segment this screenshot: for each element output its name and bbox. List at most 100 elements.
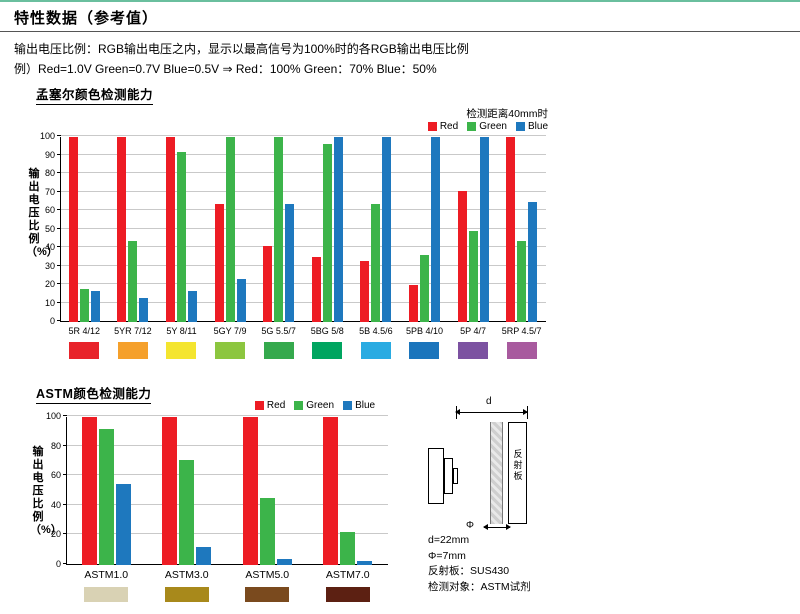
bar-green xyxy=(371,203,381,322)
chart-group: 5YR 7/12 xyxy=(109,137,158,359)
legend-color-square-icon xyxy=(254,401,264,410)
bar-cluster xyxy=(165,137,198,322)
bar-green xyxy=(322,144,332,322)
chart-group: 5GY 7/9 xyxy=(206,137,255,359)
section-heading-astm: ASTM颜色检测能力 xyxy=(36,383,152,404)
chart-group: ASTM3.0 xyxy=(147,417,228,602)
bar-blue xyxy=(196,547,212,565)
bar-groups: 5R 4/12 5YR 7/12 5Y 8/11 5GY 7/9 5G 5.5/7 5BG… xyxy=(60,137,546,359)
gridline xyxy=(61,190,546,192)
chart-group: ASTM7.0 xyxy=(308,417,389,602)
chart-group: 5B 4.5/6 xyxy=(352,137,401,359)
gridline xyxy=(61,172,546,173)
bar-green xyxy=(340,532,356,565)
y-axis-tick-label: 40 xyxy=(50,499,61,510)
y-axis-tick xyxy=(57,246,61,247)
note-target: 检测对象：ASTM试剂 xyxy=(428,580,531,593)
diameter-dimension-label: Φ xyxy=(466,520,474,531)
bar-red xyxy=(81,417,97,565)
x-axis-label: 5PB 4/10 xyxy=(405,326,443,336)
bar-blue xyxy=(236,279,246,322)
legend-color-square-icon xyxy=(294,401,304,410)
bar-green xyxy=(179,459,195,565)
munsell-y-axis-label: 输出电压比例（%） xyxy=(26,168,58,258)
color-swatch xyxy=(215,342,246,359)
bar-green xyxy=(259,498,275,565)
diameter-dimension-line xyxy=(483,524,511,530)
y-axis-tick xyxy=(57,190,61,192)
color-swatch xyxy=(263,342,294,359)
bar-cluster xyxy=(81,417,132,565)
legend-color-square-icon xyxy=(343,401,353,410)
chart-group: 5PB 4/10 xyxy=(400,137,449,359)
sensor-head-icon xyxy=(444,458,453,494)
bar-cluster xyxy=(262,137,295,322)
color-swatch xyxy=(84,587,129,602)
y-axis-tick-label: 100 xyxy=(45,411,61,421)
color-swatch xyxy=(117,342,148,359)
y-axis-tick xyxy=(63,563,67,564)
bar-blue xyxy=(528,201,538,322)
note-diameter: Φ=7mm xyxy=(428,549,466,562)
note-distance: d=22mm xyxy=(428,534,470,546)
bar-green xyxy=(79,288,89,322)
chart-group: 5BG 5/8 xyxy=(303,137,352,359)
bar-cluster xyxy=(311,137,344,322)
legend-item-green: Green xyxy=(294,400,334,411)
bar-green xyxy=(98,428,114,565)
bar-red xyxy=(117,137,127,322)
y-axis-tick-label: 30 xyxy=(44,260,55,271)
chart-group: ASTM5.0 xyxy=(227,417,308,602)
y-axis-tick-label: 80 xyxy=(44,168,55,178)
y-axis-tick-label: 60 xyxy=(50,470,61,481)
y-axis-tick-label: 80 xyxy=(50,440,61,451)
intro-line-1: 输出电压比例：RGB输出电压之内，显示以最高信号为100%时的各RGB输出电压比… xyxy=(14,42,469,56)
legend-label: Blue xyxy=(355,400,376,411)
bar-cluster xyxy=(161,417,212,565)
astm-chart-legend: Red Green Blue xyxy=(235,400,395,411)
legend-label: Green xyxy=(479,121,507,132)
legend-color-square-icon xyxy=(515,122,525,131)
gridline xyxy=(61,135,546,136)
y-axis-tick-label: 40 xyxy=(44,242,55,252)
page-top-accent-bar xyxy=(0,0,800,2)
color-swatch xyxy=(506,342,537,359)
color-swatch xyxy=(166,342,197,359)
reflector-plate-label: 反射板 xyxy=(513,449,523,481)
gridline xyxy=(67,503,388,505)
y-axis-tick-label: 10 xyxy=(44,297,55,308)
bar-red xyxy=(360,260,370,322)
dimension-extension-line xyxy=(456,406,457,419)
legend-label: Blue xyxy=(527,121,548,132)
legend-label: Red xyxy=(439,121,459,132)
x-axis-label: 5YR 7/12 xyxy=(114,326,152,336)
bar-blue xyxy=(382,137,392,322)
bar-red xyxy=(162,417,178,565)
y-axis-tick xyxy=(63,444,67,446)
bar-cluster xyxy=(408,137,441,322)
chart-group: 5RP 4.5/7 xyxy=(497,137,546,359)
bar-blue xyxy=(187,290,197,322)
color-swatch xyxy=(69,342,100,359)
bar-blue xyxy=(285,203,295,322)
bar-red xyxy=(214,203,224,322)
note-reflector: 反射板：SUS430 xyxy=(428,565,510,577)
gridline xyxy=(61,153,546,155)
bar-green xyxy=(419,255,429,322)
x-axis-label: ASTM5.0 xyxy=(245,569,290,581)
bar-cluster xyxy=(214,137,247,322)
detection-distance-label: 检测距离40mm时 xyxy=(466,108,548,120)
y-axis-tick xyxy=(57,227,61,229)
bar-cluster xyxy=(322,417,373,565)
bar-red xyxy=(165,137,175,322)
gridline xyxy=(67,444,388,446)
bar-red xyxy=(408,285,418,322)
sample-strip xyxy=(490,422,503,524)
color-swatch xyxy=(360,342,391,359)
y-axis-tick-label: 20 xyxy=(50,529,61,540)
x-axis-label: 5GY 7/9 xyxy=(213,326,247,336)
bar-red xyxy=(68,137,78,322)
gridline xyxy=(67,474,388,476)
gridline xyxy=(61,283,546,284)
y-axis-tick-label: 20 xyxy=(44,279,55,289)
